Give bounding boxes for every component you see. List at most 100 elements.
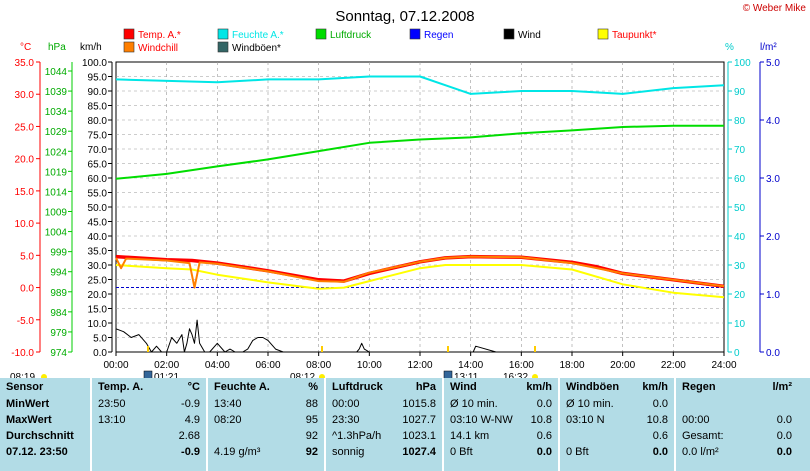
temp-tick-label: 35.0 [15, 58, 35, 69]
table-cell-value: 1015.8 [402, 398, 436, 410]
wind-tick-label: 15.0 [88, 305, 108, 316]
table-cell-value: 92 [305, 446, 318, 458]
temp-tick-label: 30.0 [15, 90, 35, 101]
table-cell-value: 4.9 [184, 414, 200, 426]
moonrise-label: 01:21 [154, 372, 179, 378]
table-header: Sensor [6, 381, 44, 393]
humidity-tick-label: 100 [734, 58, 751, 69]
legend: Temp. A.* Feuchte A.* Luftdruck Regen Wind Ta… [123, 28, 657, 54]
table-header-unit: l/m² [772, 381, 792, 393]
table-cell-info: ^1.3hPa/h [332, 430, 382, 442]
temp-tick-label: 25.0 [15, 122, 35, 133]
humidity-tick-label: 70 [734, 145, 746, 156]
wind-tick-label: 80.0 [88, 116, 108, 127]
x-tick-label: 06:00 [255, 360, 280, 371]
pressure-tick-label: 974 [50, 348, 67, 359]
table-cell-info: 08:20 [214, 414, 242, 426]
humidity-unit-label: % [725, 42, 734, 53]
moonset-label: 13:11 [454, 372, 479, 378]
axis-unit-labels: °C hPa km/h% l/m² [20, 42, 777, 53]
pressure-tick-label: 1004 [45, 228, 68, 239]
column-separator [558, 378, 560, 471]
legend-label: Feuchte A.* [232, 30, 284, 41]
x-tick-label: 10:00 [357, 360, 382, 371]
table-cell-value: 1027.7 [402, 414, 436, 426]
x-tick-label: 00:00 [103, 360, 128, 371]
table-cell-value: 1023.1 [402, 430, 436, 442]
x-tick-label: 12:00 [407, 360, 432, 371]
wind-tick-label: 20.0 [88, 290, 108, 301]
table-cell-value: 0.0 [652, 398, 668, 410]
humidity-tick-label: 0 [734, 348, 740, 359]
wind-tick-label: 85.0 [88, 102, 108, 113]
table-cell-value: 0.6 [652, 430, 668, 442]
legend-swatch [315, 28, 327, 40]
rain-tick-label: 5.0 [766, 58, 780, 69]
summary-table: Sensor MinWert MaxWert Durchschnitt 07.12. 2… [0, 378, 810, 471]
series-line [115, 319, 724, 353]
wind-tick-label: 90.0 [88, 87, 108, 98]
table-cell-value: -0.9 [181, 446, 200, 458]
table-row-label: Durchschnitt [6, 430, 74, 442]
x-tick-label: 16:00 [509, 360, 534, 371]
table-cell-info: 00:00 [332, 398, 360, 410]
wind-unit-label: km/h [80, 42, 102, 53]
moonset-icon [443, 370, 453, 378]
table-cell-value: 1027.4 [402, 446, 436, 458]
sunrise-label: 08:19 [10, 372, 35, 378]
table-cell-value: 0.0 [536, 446, 552, 458]
table-header: Luftdruck [332, 381, 383, 393]
legend-swatch [503, 28, 515, 40]
x-tick-label: 04:00 [205, 360, 230, 371]
table-row-label: 07.12. 23:50 [6, 446, 68, 458]
legend-swatch [597, 28, 609, 40]
weather-chart: Sonntag, 07.12.2008 © Weber Mike Temp. A… [10, 3, 807, 378]
table-cell-info: 14.1 km [450, 430, 490, 442]
column-separator [90, 378, 92, 471]
table-cell-value: 0.0 [652, 446, 668, 458]
table-cell-info: 0 Bft [566, 446, 589, 458]
pressure-tick-label: 1009 [45, 208, 68, 219]
wind-tick-label: 70.0 [88, 145, 108, 156]
humidity-tick-label: 10 [734, 319, 746, 330]
table-header-unit: hPa [415, 381, 436, 393]
table-cell-value: 10.8 [530, 414, 552, 426]
wind-tick-label: 95.0 [88, 73, 108, 84]
wind-tick-label: 5.0 [93, 334, 107, 345]
table-cell-value: 92 [305, 430, 318, 442]
pressure-tick-label: 994 [50, 268, 67, 279]
table-cell-info: 03:10 W-NW [450, 414, 513, 426]
humidity-tick-label: 40 [734, 232, 746, 243]
legend-swatch [123, 41, 135, 53]
table-header-unit: % [308, 381, 318, 393]
legend-swatch [217, 41, 229, 53]
pressure-tick-label: 979 [50, 328, 67, 339]
humidity-tick-label: 20 [734, 290, 746, 301]
pressure-tick-label: 1014 [45, 187, 68, 198]
pressure-tick-label: 999 [50, 248, 67, 259]
series-line [115, 255, 725, 289]
wind-tick-label: 0.0 [93, 348, 107, 359]
table-cell-info: 23:30 [332, 414, 360, 426]
wind-tick-label: 100.0 [82, 58, 107, 69]
plot-area [115, 61, 725, 353]
table-cell-value: -0.9 [181, 398, 200, 410]
table-cell-info: Ø 10 min. [450, 398, 498, 410]
noon-icon [319, 374, 325, 378]
pressure-tick-label: 1044 [45, 67, 68, 78]
noon-label: 08:12 [290, 372, 315, 378]
legend-swatch [217, 28, 229, 40]
legend-label: Windböen* [232, 43, 281, 54]
rain-tick-label: 4.0 [766, 116, 780, 127]
table-cell-info: Ø 10 min. [566, 398, 614, 410]
copyright-label: © Weber Mike [743, 3, 807, 14]
axes: 35.0 30.0 25.0 20.0 15.0 10.0 5.0 0.0 -5.0 -10.0 1… [11, 58, 780, 371]
temp-tick-label: 10.0 [15, 219, 35, 230]
pressure-tick-label: 989 [50, 288, 67, 299]
pressure-tick-label: 1029 [45, 127, 68, 138]
table-header: Temp. A. [98, 381, 144, 393]
table-row-label: MinWert [6, 398, 50, 410]
table-cell-info: 23:50 [98, 398, 126, 410]
rain-tick-label: 3.0 [766, 174, 780, 185]
humidity-tick-label: 30 [734, 261, 746, 272]
